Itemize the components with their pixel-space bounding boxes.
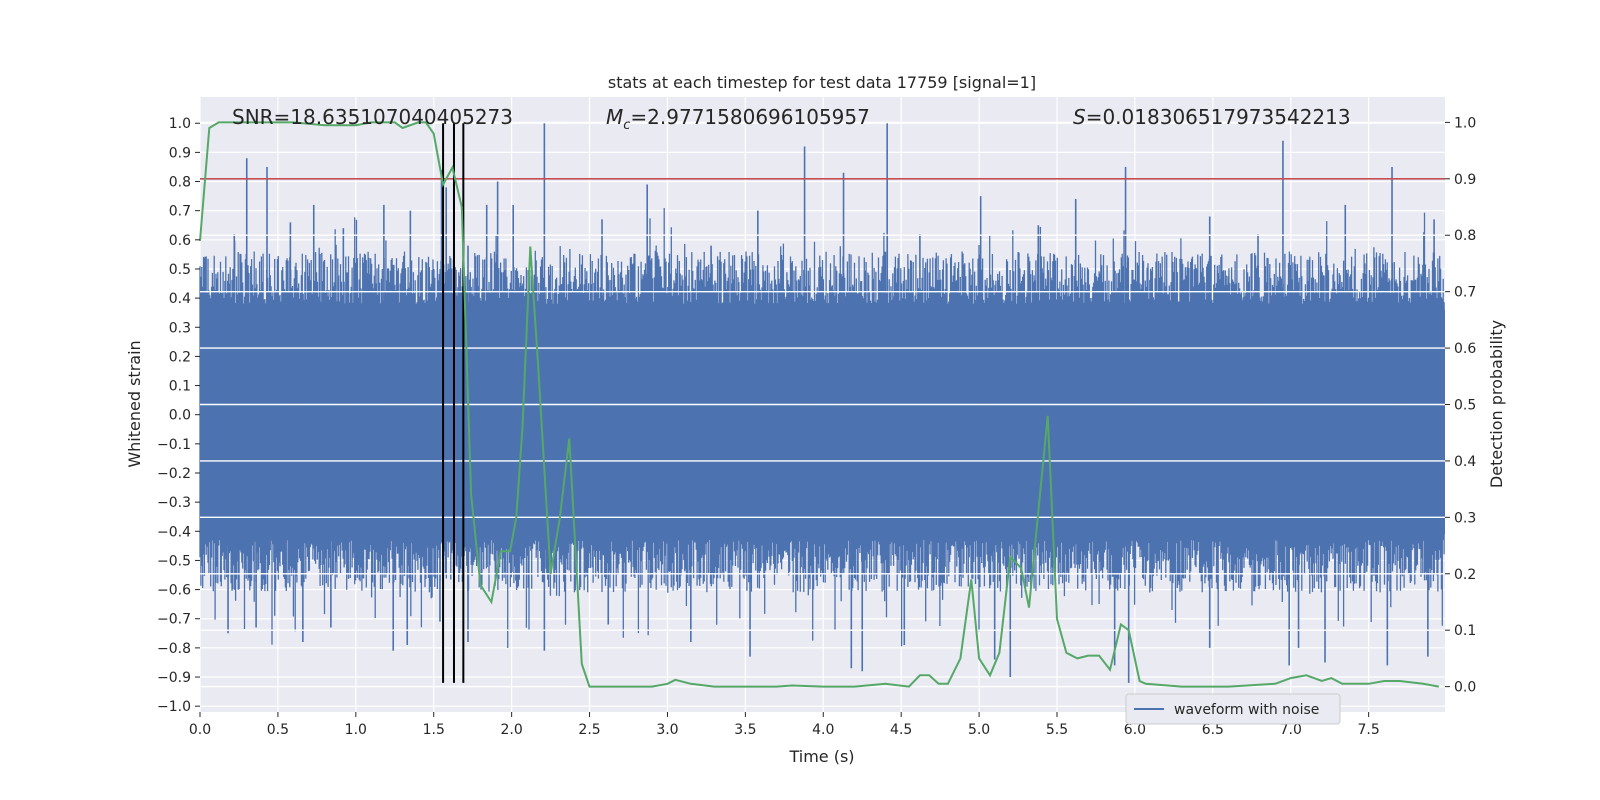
y-tick-label-left: 1.0 [169,116,191,132]
chirp-mass-value: =2.9771580696105957 [630,105,869,129]
x-tick-label: 4.5 [890,722,912,738]
y-tick-label-left: 0.4 [169,291,191,307]
y-tick-label-right: 0.1 [1454,623,1476,639]
x-axis-label: Time (s) [788,747,854,766]
x-tick-label: 7.5 [1358,722,1380,738]
chirp-mass-annotation: Mc=2.9771580696105957 [606,105,870,133]
x-tick-label: 2.5 [578,722,600,738]
y-tick-label-left: −0.7 [157,612,191,628]
y-tick-label-left: 0.8 [169,175,191,191]
y-ticks-right: 0.0 0.1 0.2 0.3 0.4 0.5 0.6 0.7 0.8 0.9 1.0 [1445,115,1476,696]
y-tick-label-left: −1.0 [157,699,191,715]
y-tick-label-left: 0.0 [169,408,191,424]
y-tick-label-left: −0.3 [157,495,191,511]
y-tick-label-left: 0.6 [169,233,191,249]
legend-box [1125,693,1341,725]
y-tick-label-right: 0.0 [1454,680,1476,696]
x-tick-label: 1.5 [423,722,445,738]
y-tick-label-left: −0.6 [157,583,191,599]
x-tick-label: 4.0 [812,722,834,738]
y-tick-label-right: 0.6 [1454,341,1476,357]
x-tick-label: 7.0 [1280,722,1302,738]
x-tick-label: 3.5 [734,722,756,738]
s-symbol: S [1073,105,1086,129]
x-ticks: 0.0 0.5 1.0 1.5 2.0 2.5 3.0 3.5 4.0 4.5 5.0 5.5 6.0 6… [189,712,1380,738]
detection-probability-line [199,121,1439,688]
legend: waveform with noise [1125,693,1341,725]
x-tick-label: 3.0 [656,722,678,738]
chart-title: stats at each timestep for test data 177… [608,73,1036,92]
y-tick-label-right: 0.7 [1454,285,1476,301]
y-tick-label-left: 0.7 [169,204,191,220]
y-ticks-left: −1.0 −0.9 −0.8 −0.7 −0.6 −0.5 −0.4 −0.3 −0.2 −0.1… [157,116,200,715]
x-tick-label: 2.0 [501,722,523,738]
y-axis-label-right: Detection probability [1487,320,1506,488]
y-tick-label-left: −0.8 [157,641,191,657]
y-tick-label-left: 0.2 [169,349,191,365]
y-tick-label-left: 0.3 [169,320,191,336]
chirp-mass-subscript: c [623,118,630,133]
chirp-mass-symbol: M [606,105,623,129]
y-tick-label-right: 0.2 [1454,567,1476,583]
x-tick-label: 0.5 [267,722,289,738]
y-tick-label-right: 0.4 [1454,454,1476,470]
legend-label: waveform with noise [1174,702,1319,718]
y-tick-label-right: 0.9 [1454,172,1476,188]
y-tick-label-left: −0.9 [157,670,191,686]
y-tick-label-left: −0.4 [157,524,191,540]
x-tick-label: 1.0 [345,722,367,738]
waveform-series [199,123,1445,683]
y-tick-label-right: 0.5 [1454,398,1476,414]
y-tick-label-left: 0.5 [169,262,191,278]
y-tick-label-left: 0.9 [169,145,191,161]
y-tick-label-left: −0.1 [157,437,191,453]
y-tick-label-left: 0.1 [169,379,191,395]
vertical-markers [442,123,465,683]
x-tick-label: 6.5 [1202,722,1224,738]
x-tick-label: 0.0 [189,722,211,738]
snr-annotation: SNR=18.635107040405273 [232,105,513,129]
x-tick-label: 5.5 [1046,722,1068,738]
y-tick-label-right: 1.0 [1454,115,1476,131]
y-tick-label-right: 0.8 [1454,228,1476,244]
y-tick-label-left: −0.5 [157,553,191,569]
y-tick-label-right: 0.3 [1454,510,1476,526]
y-tick-label-left: −0.2 [157,466,191,482]
s-value: =0.018306517973542213 [1086,105,1351,129]
y-axis-label-left: Whitened strain [125,340,144,467]
x-tick-label: 6.0 [1124,722,1146,738]
x-tick-label: 5.0 [968,722,990,738]
s-annotation: S=0.018306517973542213 [1073,105,1351,129]
